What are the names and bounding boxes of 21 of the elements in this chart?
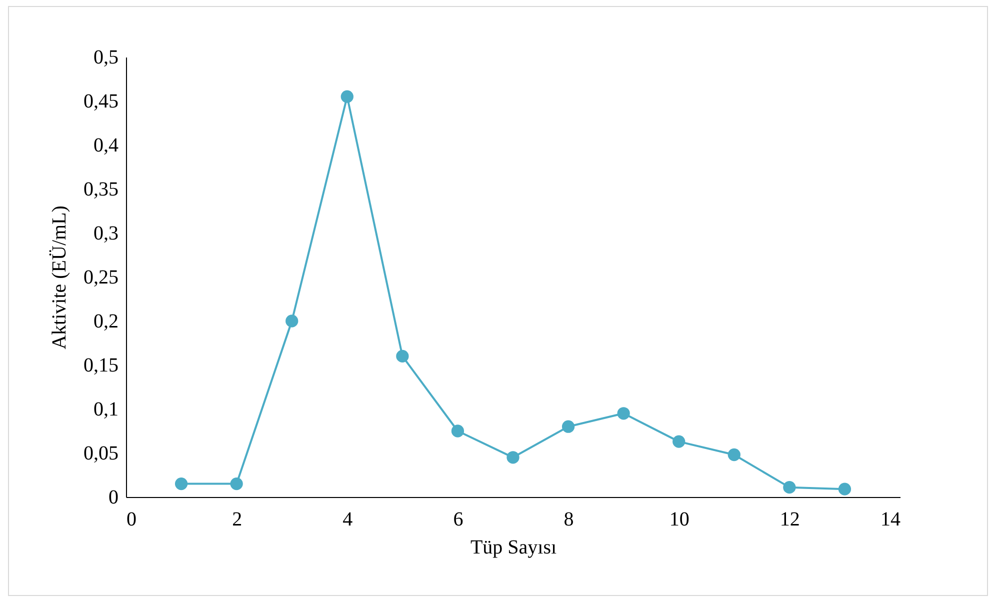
- x-tick-label: 10: [669, 508, 690, 530]
- x-axis-title: Tüp Sayısı: [470, 536, 557, 558]
- x-tick-label: 4: [342, 508, 353, 530]
- y-tick-label: 0,1: [94, 398, 118, 420]
- x-tick-label: 8: [564, 508, 574, 530]
- y-tick-label: 0,5: [94, 46, 118, 68]
- y-tick-label: 0: [108, 486, 118, 508]
- y-tick-label: 0,3: [94, 222, 118, 244]
- y-tick-label: 0,05: [84, 442, 118, 464]
- x-tick-label: 6: [453, 508, 464, 530]
- y-tick-label: 0,2: [94, 310, 118, 332]
- y-tick-label: 0,4: [94, 134, 118, 156]
- y-tick-label: 0,15: [84, 354, 118, 376]
- x-tick-label: 0: [126, 508, 136, 530]
- y-tick-label: 0,35: [84, 178, 118, 200]
- y-tick-label: 0,25: [84, 266, 118, 288]
- x-tick-label: 12: [780, 508, 800, 530]
- y-tick-label: 0,45: [84, 90, 118, 112]
- x-tick-label: 2: [232, 508, 242, 530]
- x-tick-label: 14: [880, 508, 900, 530]
- y-axis-title: Aktivite (EÜ/mL): [48, 206, 70, 350]
